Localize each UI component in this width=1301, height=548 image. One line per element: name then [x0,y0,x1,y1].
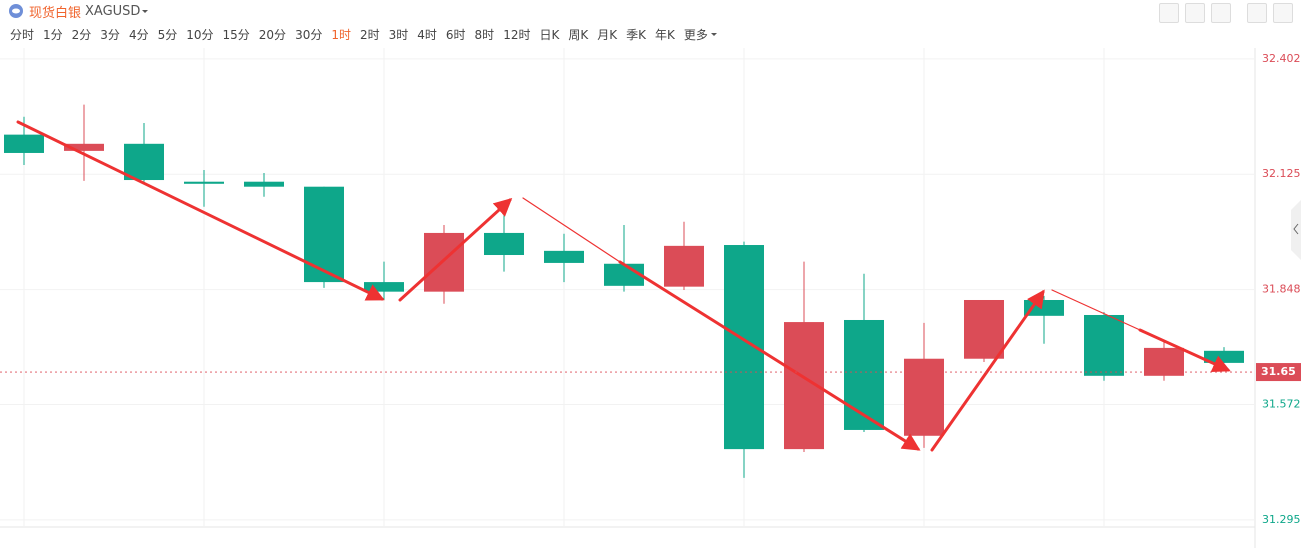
interval-option[interactable]: 分时 [10,27,35,42]
interval-option[interactable]: 月K [597,27,618,42]
interval-option[interactable]: 5分 [157,27,178,42]
symbol-icon [9,4,23,18]
interval-option[interactable]: 3时 [388,27,409,42]
interval-option[interactable]: 30分 [295,27,323,42]
interval-option[interactable]: 更多 [683,27,708,42]
indicator-button[interactable] [1159,3,1179,23]
last-price-tag [1256,363,1301,382]
interval-option[interactable]: 年K [654,27,675,42]
candle-body [304,186,344,283]
arrow [1051,289,1141,331]
arrow [930,289,1045,452]
interval-option[interactable]: 日K [539,27,560,42]
symbol-bar: 现货白银 XAGUSD [8,2,150,21]
interval-option[interactable]: 1时 [331,27,351,42]
candle-body [124,143,164,181]
tool-icons [1159,3,1293,23]
candle-body [1024,299,1064,316]
candle-body [1204,350,1244,363]
candle-body [424,232,464,292]
interval-option[interactable]: 2分 [71,27,92,42]
arrow [1138,328,1231,372]
draw-button[interactable] [1185,3,1205,23]
interval-option[interactable]: 12时 [503,27,531,42]
close-button[interactable] [1273,3,1293,23]
y-tick-label: 32.402 [1262,52,1301,65]
candle-body [784,322,824,450]
interval-option[interactable]: 4分 [128,27,149,42]
candle-body [244,181,284,187]
y-tick-label: 31.848 [1262,283,1301,296]
y-tick-label: 31.295 [1262,513,1301,526]
candle-body [64,143,104,151]
chart-type-button[interactable] [1211,3,1231,23]
arrow [398,197,513,302]
annotation-arrows [16,120,1231,452]
interval-option[interactable]: 15分 [222,27,250,42]
symbol-name[interactable]: 现货白银 [29,5,82,21]
interval-option[interactable]: 6时 [445,27,466,42]
arrow [522,197,621,263]
side-tab-arrow [1293,223,1299,235]
candle-body [604,263,644,286]
arrow [16,120,385,301]
candle-body [664,245,704,287]
dropdown-caret[interactable] [140,6,150,16]
candle-body [724,245,764,450]
interval-option[interactable]: 20分 [258,27,287,42]
interval-option[interactable]: 3分 [100,27,120,42]
more-caret[interactable] [710,30,718,38]
side-tab [1291,200,1301,260]
candle-body [1144,347,1184,376]
interval-bar: 分时 1分 2分 3分 4分 5分 10分 15分 20分 30分 1时 2时 3时 4时 6时 8时 12时日… [10,24,718,44]
interval-option[interactable]: 10分 [186,27,214,42]
y-tick-label: 32.125 [1262,167,1301,180]
candle-body [1084,314,1124,376]
symbol-code[interactable]: XAGUSD [85,3,141,19]
candle-body [184,181,224,184]
interval-option[interactable]: 季K [626,27,646,42]
candle-body [4,134,44,153]
y-tick-label: 31.572 [1262,398,1301,411]
interval-option[interactable]: 周K [568,27,589,42]
last-price-label: 31.65 [1261,365,1296,378]
candle-body [364,282,404,292]
candle-body [964,299,1004,359]
candle-body [484,232,524,256]
interval-option[interactable]: 8时 [474,27,495,42]
candle-body [544,250,584,263]
candle-body [904,358,944,436]
fullscreen-button[interactable] [1247,3,1267,23]
interval-option[interactable]: 4时 [417,27,437,42]
arrow [618,260,921,451]
interval-option[interactable]: 2时 [359,27,380,42]
candle-body [844,319,884,430]
interval-option[interactable]: 1分 [43,27,63,42]
